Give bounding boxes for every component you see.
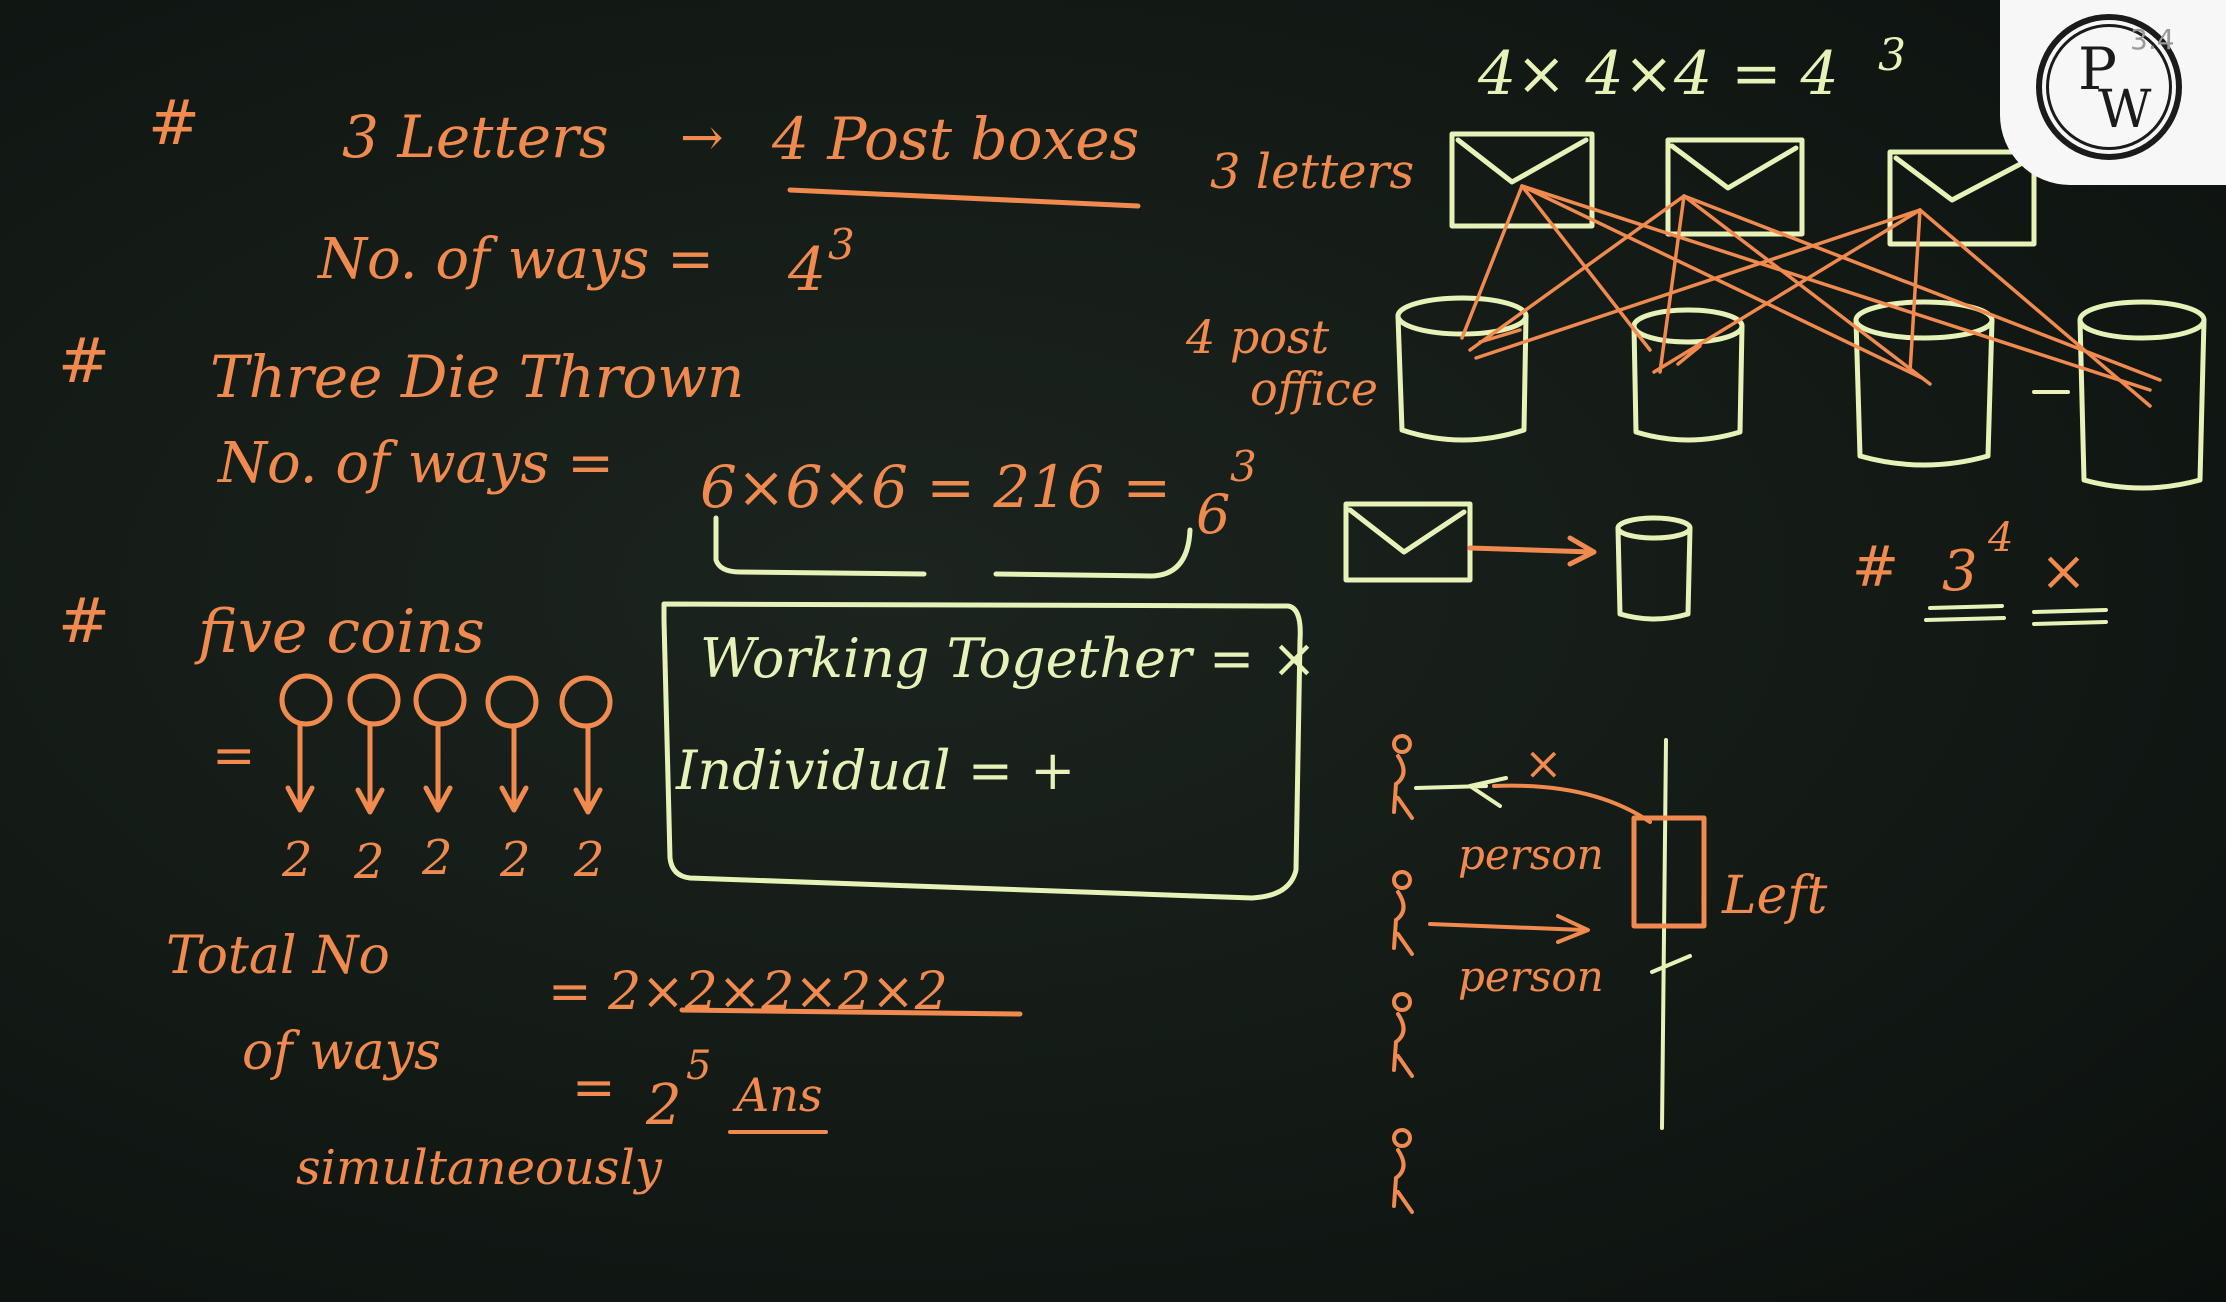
coin-outcome-count: 2 xyxy=(282,832,313,888)
coin-outcome-count: 2 xyxy=(574,832,605,888)
post-box-icon xyxy=(1615,515,1693,622)
coin-outcome-count: 2 xyxy=(422,830,453,886)
envelope-icon xyxy=(1887,149,2037,247)
post-boxes-underline xyxy=(787,187,1141,209)
envelope-icon xyxy=(1665,137,1805,237)
left-label: Left xyxy=(1722,866,1828,926)
total-answer-base: 2 xyxy=(646,1073,682,1138)
pw-logo: P W 3.4 xyxy=(2000,0,2226,185)
person-figure-icon xyxy=(1392,1128,1414,1214)
post-office-label-line1: 4 post xyxy=(1186,310,1330,364)
person-label: person xyxy=(1458,952,1604,1001)
coin-icon xyxy=(279,673,333,813)
dice-calculation: 6×6×6 = 216 = xyxy=(700,453,1172,521)
letters-ways-label: No. of ways = xyxy=(318,227,714,292)
rule-individual: Individual = + xyxy=(676,739,1076,802)
person-figure-icon xyxy=(1392,870,1414,956)
cross-mark: × xyxy=(1524,736,1563,790)
curved-arrow xyxy=(1492,783,1652,824)
arrow-icon xyxy=(1414,776,1508,808)
letters-ways-value: 4 xyxy=(788,235,827,305)
letters-label: 3 letters xyxy=(1210,144,1415,200)
total-label-line2: of ways xyxy=(242,1022,441,1082)
post-box-icon xyxy=(1395,295,1529,443)
total-underline xyxy=(679,1007,1023,1017)
dice-ways-label: No. of ways = xyxy=(218,431,614,496)
envelope-icon xyxy=(1449,131,1595,229)
dice-brace-left xyxy=(713,515,927,577)
dice-result-exponent: 3 xyxy=(1230,442,1257,491)
total-label-line1: Total No xyxy=(166,926,390,986)
rule-working-together: Working Together = × xyxy=(700,627,1317,690)
post-box-icon xyxy=(1853,299,1995,468)
rule-box xyxy=(661,601,1303,901)
coin-outcome-count: 2 xyxy=(500,832,531,888)
hash-note-times: × xyxy=(2040,539,2087,604)
hash-mark: # xyxy=(148,86,200,159)
post-office-label-line2: office xyxy=(1250,362,1378,416)
hash-mark: # xyxy=(58,324,110,397)
coin-icon xyxy=(413,673,467,813)
letter-to-box-lines xyxy=(1460,184,2162,408)
coin-icon xyxy=(485,675,539,813)
arrow-icon: → xyxy=(680,108,724,168)
post-boxes-heading: 4 Post boxes xyxy=(772,105,1140,173)
top-right-equation: 4× 4×4 = 4 xyxy=(1478,39,1839,109)
total-answer-exponent: 5 xyxy=(686,1043,712,1089)
answer-label: Ans xyxy=(736,1068,823,1122)
hash-mark: # xyxy=(1852,535,1899,600)
hash-note-base: 3 xyxy=(1942,539,1978,604)
post-box-icon xyxy=(2077,299,2207,491)
letters-heading: 3 Letters xyxy=(342,103,609,171)
hash-note-underlines xyxy=(1924,604,2108,626)
arrow-icon xyxy=(1428,914,1590,944)
coin-icon xyxy=(347,673,401,815)
coin-outcome-count: 2 xyxy=(354,834,385,890)
logo-letter-p: P xyxy=(2078,35,2118,103)
coins-heading: five coins xyxy=(198,597,485,667)
total-answer-equals: = xyxy=(572,1058,616,1118)
coins-equals: = xyxy=(212,726,256,786)
logo-ring xyxy=(2036,14,2182,160)
dice-brace-right xyxy=(993,527,1193,579)
lift-icon xyxy=(1631,815,1707,929)
person-figure-icon xyxy=(1392,992,1414,1078)
total-label-line3: simultaneously xyxy=(296,1140,662,1196)
dice-heading: Three Die Thrown xyxy=(210,343,745,411)
coin-icon xyxy=(559,675,613,815)
arrow-icon xyxy=(1467,535,1597,567)
logo-ring-inner xyxy=(2046,24,2172,150)
dice-result-base: 6 xyxy=(1196,483,1231,546)
top-right-exponent: 3 xyxy=(1878,30,1906,81)
logo-letter-w: W xyxy=(2098,80,2152,140)
hash-mark: # xyxy=(58,584,110,657)
post-box-icon xyxy=(1631,307,1745,443)
letters-ways-exponent: 3 xyxy=(828,220,855,269)
person-figure-icon xyxy=(1392,734,1414,820)
hash-note-exponent: 4 xyxy=(1988,515,2014,561)
video-timestamp: 3.4 xyxy=(2130,23,2175,56)
lift-shaft xyxy=(1660,738,1668,1130)
person-label: person xyxy=(1458,830,1604,879)
envelope-icon xyxy=(1343,501,1473,583)
